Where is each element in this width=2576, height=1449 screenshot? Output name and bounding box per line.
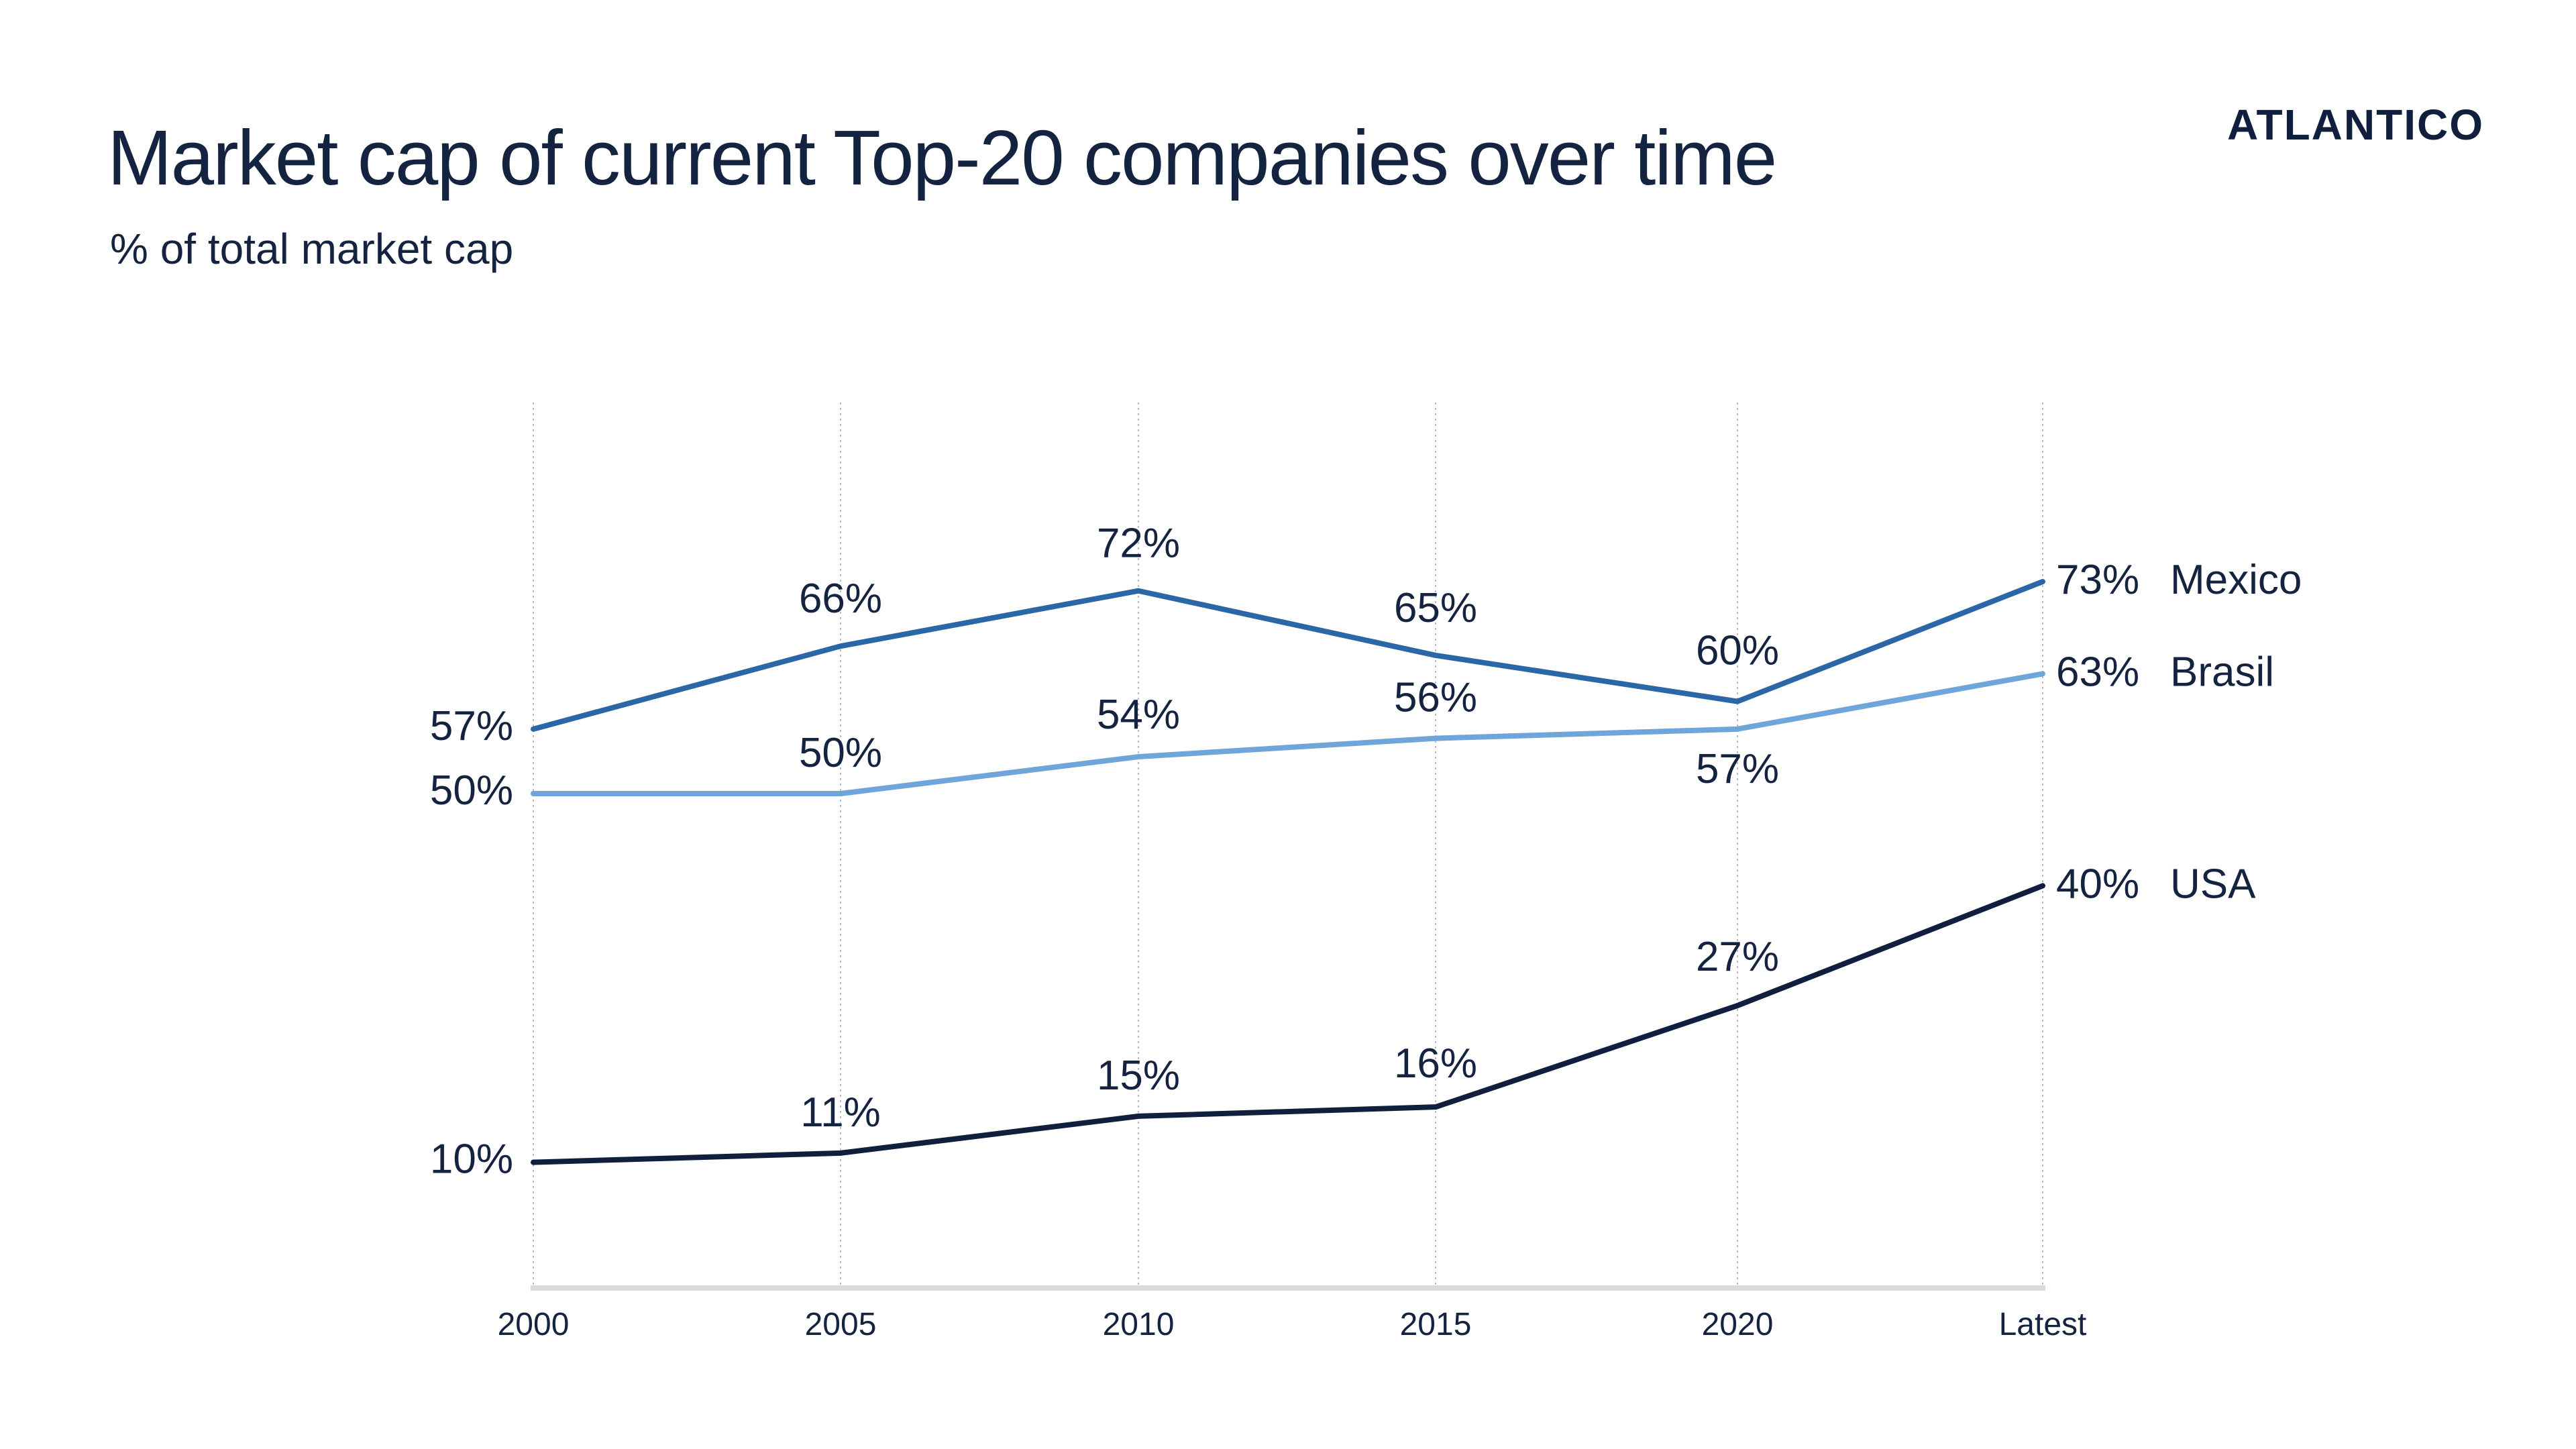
data-label-usa-latest: 40% — [2056, 861, 2139, 907]
point-usa-latest — [2041, 884, 2044, 888]
data-label-mexico-2000: 57% — [430, 703, 513, 749]
x-tick-label-2010: 2010 — [1103, 1307, 1175, 1342]
data-label-brasil-2010: 54% — [1097, 692, 1180, 738]
atlantico-logo: ATLANTICO — [2227, 101, 2484, 148]
point-brasil-2020 — [1736, 727, 1739, 731]
point-mexico-2020 — [1736, 700, 1739, 703]
point-brasil-latest — [2041, 672, 2044, 676]
chart-title: Market cap of current Top-20 companies o… — [107, 114, 1777, 201]
point-usa-2020 — [1736, 1004, 1739, 1008]
chart-subtitle: % of total market cap — [110, 225, 514, 273]
data-label-brasil-2020: 57% — [1696, 746, 1779, 792]
series-name-mexico: Mexico — [2170, 557, 2302, 603]
data-label-brasil-2015: 56% — [1394, 675, 1477, 721]
data-label-usa-2010: 15% — [1097, 1053, 1180, 1099]
point-mexico-2015 — [1434, 653, 1437, 657]
data-label-mexico-2015: 65% — [1394, 585, 1477, 631]
data-label-usa-2020: 27% — [1696, 934, 1779, 980]
point-usa-2015 — [1434, 1106, 1437, 1109]
x-tick-label-2020: 2020 — [1702, 1307, 1774, 1342]
x-tick-label-2000: 2000 — [498, 1307, 570, 1342]
x-tick-label-2015: 2015 — [1400, 1307, 1472, 1342]
point-usa-2000 — [532, 1161, 535, 1164]
data-label-mexico-2020: 60% — [1696, 628, 1779, 674]
x-tick-label-latest: Latest — [1999, 1307, 2087, 1342]
point-usa-2005 — [839, 1151, 842, 1155]
data-label-usa-2005: 11% — [800, 1089, 881, 1136]
data-label-mexico-latest: 73% — [2056, 557, 2139, 603]
point-brasil-2010 — [1137, 755, 1140, 759]
point-mexico-2005 — [839, 645, 842, 648]
logo-text: ATLANTICO — [2227, 101, 2484, 148]
series-name-usa: USA — [2170, 861, 2256, 907]
data-label-mexico-2010: 72% — [1097, 521, 1180, 567]
series-name-brasil: Brasil — [2170, 649, 2274, 695]
point-mexico-2010 — [1137, 589, 1140, 592]
series-line-mexico — [531, 579, 2045, 732]
data-label-usa-2000: 10% — [430, 1136, 513, 1183]
point-mexico-2000 — [532, 727, 535, 731]
data-label-brasil-latest: 63% — [2056, 649, 2139, 695]
point-brasil-2005 — [839, 792, 842, 796]
point-brasil-2000 — [532, 792, 535, 796]
point-usa-2010 — [1137, 1114, 1140, 1118]
data-label-brasil-2005: 50% — [799, 730, 882, 776]
point-brasil-2015 — [1434, 737, 1437, 740]
point-mexico-latest — [2041, 580, 2044, 583]
data-label-brasil-2000: 50% — [430, 767, 513, 814]
series-line-brasil — [531, 671, 2045, 797]
series-line-usa — [531, 883, 2045, 1165]
x-tick-label-2005: 2005 — [805, 1307, 877, 1342]
data-label-usa-2015: 16% — [1394, 1040, 1477, 1087]
data-label-mexico-2005: 66% — [799, 576, 882, 622]
